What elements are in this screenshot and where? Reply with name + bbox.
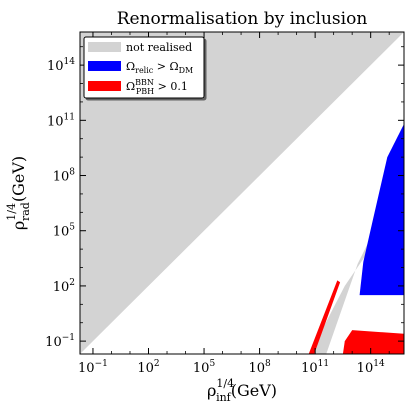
region-4 [308,280,341,354]
y-tick-label: 10−1 [45,333,75,350]
legend-label-relic: Ωrelic > ΩDM [126,60,193,75]
x-tick-label: 1014 [357,359,385,376]
legend-swatch-relic [88,61,121,71]
y-tick-label: 108 [53,168,76,185]
legend-label-pbh: ΩBBN PBH > 0.1 [126,78,188,96]
legend: not realised Ωrelic > ΩDM ΩBBN PBH > 0.1 [83,36,205,99]
y-tick-label: 1011 [47,112,75,129]
plot-frame [79,31,405,355]
y-axis-label: ρ1/4rad(GeV) [5,156,32,230]
legend-swatch-not-realised [88,42,121,52]
x-tick-label: 102 [137,359,159,376]
x-axis: 10−1 102 105 108 1011 1014 [78,32,390,376]
chart-title: Renormalisation by inclusion [117,9,368,29]
legend-label-not-realised: not realised [126,41,192,54]
x-tick-label: 105 [193,359,216,376]
region-0 [80,32,404,354]
y-tick-label: 105 [53,223,76,240]
y-tick-label: 1014 [47,57,75,74]
legend-swatch-pbh [88,81,121,91]
x-tick-label: 10−1 [78,359,108,376]
y-axis: 10−1 102 105 108 1011 1014 [45,46,404,350]
regions [80,32,404,354]
region-3 [342,330,404,354]
x-axis-label: ρ1/4 inf(GeV) [207,377,277,404]
y-tick-label: 102 [53,278,75,295]
region-2 [359,124,404,296]
x-tick-label: 1011 [301,359,329,376]
x-tick-label: 108 [248,359,271,376]
